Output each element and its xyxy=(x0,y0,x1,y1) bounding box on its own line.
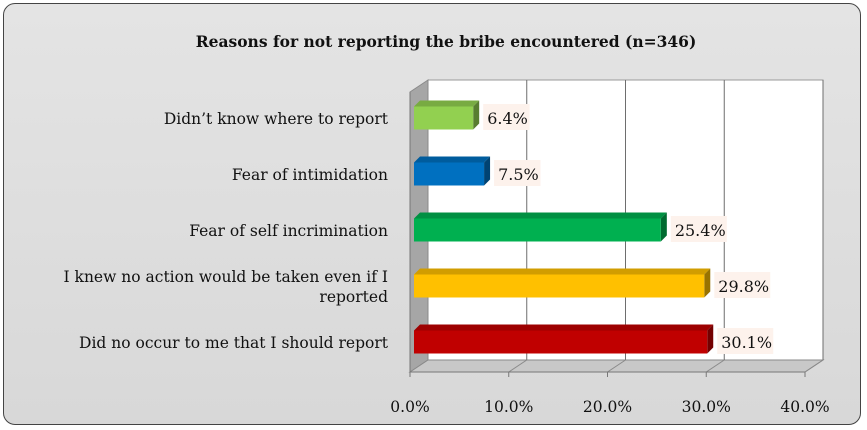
data-label-box xyxy=(494,160,541,186)
bar-top-face xyxy=(414,100,480,107)
data-label-box xyxy=(714,272,771,298)
category-label: I knew no action would be taken even if … xyxy=(64,268,389,286)
plot-area: 0.0% 10.0% 20.0% 30.0% 40.0% 6.4% Didn’t know … xyxy=(64,79,830,416)
bar-end-face xyxy=(473,100,480,130)
chart-title: Reasons for not reporting the bribe enco… xyxy=(196,32,697,51)
bar-end-face xyxy=(484,156,491,186)
data-label-box xyxy=(670,216,727,242)
category-label: Fear of intimidation xyxy=(232,166,388,184)
category-label: Didn’t know where to report xyxy=(164,110,389,128)
bar xyxy=(414,162,485,186)
data-label-box xyxy=(483,104,530,130)
data-label: 29.8% xyxy=(718,277,769,296)
bar-top-face xyxy=(414,156,491,163)
bar xyxy=(414,330,708,354)
x-tick-label: 10.0% xyxy=(484,398,533,416)
data-label: 6.4% xyxy=(487,109,528,128)
floor-gridline xyxy=(705,359,725,373)
data-label: 7.5% xyxy=(498,165,539,184)
x-tick-label: 30.0% xyxy=(682,398,731,416)
bar xyxy=(414,218,661,242)
floor-gridline xyxy=(607,359,626,373)
floor-gridline xyxy=(804,359,824,373)
category-label: Fear of self incrimination xyxy=(189,222,388,240)
data-label: 30.1% xyxy=(721,333,772,352)
x-tick-label: 20.0% xyxy=(583,398,632,416)
data-label: 25.4% xyxy=(675,221,726,240)
bar xyxy=(414,106,474,130)
data-label-box xyxy=(717,328,774,354)
floor-gridline xyxy=(508,359,528,373)
bar xyxy=(414,274,705,298)
bar-end-face xyxy=(707,324,714,354)
category-label: reported xyxy=(319,288,388,306)
x-tick-label: 0.0% xyxy=(390,398,429,416)
bar-top-face xyxy=(414,324,714,331)
category-label: Did no occur to me that I should report xyxy=(79,334,389,352)
bar-top-face xyxy=(414,212,667,219)
x-tick-label: 40.0% xyxy=(780,398,829,416)
bar-end-face xyxy=(660,212,667,242)
bar-end-face xyxy=(704,268,711,298)
bar-top-face xyxy=(414,268,711,275)
